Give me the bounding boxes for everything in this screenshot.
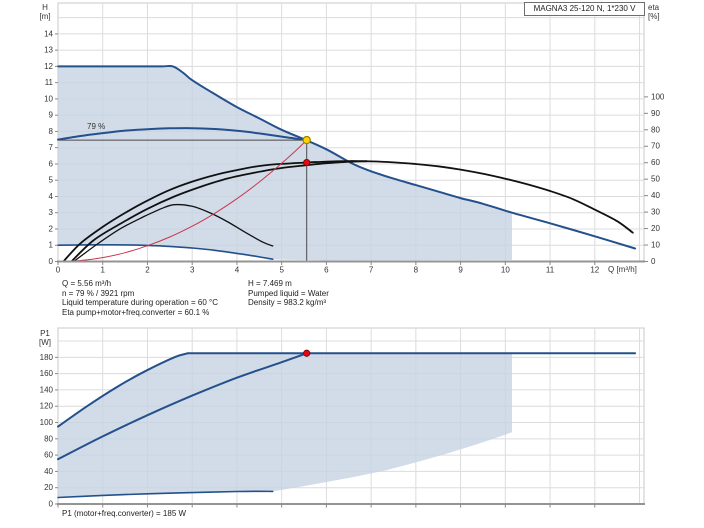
y-tick-label: 140 <box>40 385 54 394</box>
info-pumped-liquid: Pumped liquid = Water <box>248 288 329 298</box>
x-tick-label: 11 <box>546 266 555 275</box>
eta-pump-curve <box>70 160 368 263</box>
max-speed-curve <box>57 64 637 250</box>
info-density: Density = 983.2 kg/m³ <box>248 298 327 308</box>
max-power-curve <box>57 352 189 428</box>
y-tick-label: 120 <box>40 402 54 411</box>
eta-tick-label: 40 <box>651 191 660 200</box>
info-speed: n = 79 % / 3921 rpm <box>62 288 135 298</box>
eta-tick-label: 50 <box>651 175 660 184</box>
efficiency-point[interactable] <box>303 158 311 167</box>
y-tick-label: 13 <box>44 46 53 55</box>
duty-info-right: H = 7.469 m Pumped liquid = Water Densit… <box>248 279 329 308</box>
y-tick-label: 6 <box>49 159 54 168</box>
y-tick-label: 180 <box>40 353 54 362</box>
speed-curve-79pct <box>57 127 308 142</box>
h-axis-label: H [m] <box>39 3 51 21</box>
power-envelope-fill <box>58 353 512 498</box>
system-curve <box>57 139 308 262</box>
y-tick-label: 0 <box>49 500 54 509</box>
eta-tick-label: 60 <box>651 158 660 167</box>
y-tick-label: 80 <box>44 434 53 443</box>
p1-axis-label: P1 [W] <box>39 329 51 347</box>
y-tick-label: 10 <box>44 94 53 103</box>
y-tick-label: 7 <box>49 143 54 152</box>
x-tick-label: 2 <box>145 266 150 275</box>
x-tick-label: 5 <box>279 266 284 275</box>
eta-reduced-speed-curve <box>73 203 274 263</box>
eta-tick-label: 70 <box>651 142 660 151</box>
eta-axis-label: eta [%] <box>648 3 660 21</box>
x-tick-label: 12 <box>590 266 599 275</box>
info-eta-total: Eta pump+motor+freq.converter = 60.1 % <box>62 308 210 318</box>
y-tick-label: 60 <box>44 451 53 460</box>
operating-power-curve <box>57 352 308 461</box>
eta-tick-label: 10 <box>651 241 660 250</box>
p1-info-label: P1 (motor+freq.converter) = 185 W <box>62 509 187 518</box>
x-tick-label: 10 <box>501 266 510 275</box>
speed-percentage-label: 79 % <box>87 122 106 131</box>
x-tick-label: 1 <box>101 266 106 275</box>
y-tick-label: 160 <box>40 369 54 378</box>
eta-tick-label: 100 <box>651 92 665 101</box>
y-tick-label: 11 <box>45 78 54 87</box>
x-tick-label: 9 <box>458 266 463 275</box>
eta-tick-label: 90 <box>651 109 660 118</box>
duty-info-left: Q = 5.56 m³/h n = 79 % / 3921 rpm Liquid… <box>62 279 218 318</box>
power-flow-chart: 0 20 40 60 80 100 120 140 160 180 <box>40 327 645 509</box>
eta-tick-label: 0 <box>651 257 656 266</box>
y-tick-label: 1 <box>49 241 54 250</box>
y-tick-label: 2 <box>49 224 54 233</box>
y-tick-label: 9 <box>49 111 54 120</box>
x-tick-label: 7 <box>369 266 374 275</box>
eta-tick-label: 20 <box>651 224 660 233</box>
y-tick-label: 8 <box>49 127 54 136</box>
info-head: H = 7.469 m <box>248 279 292 288</box>
y-tick-label: 3 <box>49 208 54 217</box>
pump-type-label: MAGNA3 25-120 N, 1*230 V <box>524 2 645 16</box>
info-liquid-temp: Liquid temperature during operation = 60… <box>62 298 218 308</box>
x-tick-label: 4 <box>235 266 240 275</box>
y-tick-label: 14 <box>44 29 53 38</box>
x-tick-label: 0 <box>56 266 61 275</box>
y-tick-label: 4 <box>49 192 54 201</box>
y-tick-label: 5 <box>49 176 54 185</box>
x-tick-label: 8 <box>414 266 419 275</box>
power-point[interactable] <box>303 349 311 357</box>
y-tick-label: 100 <box>40 418 54 427</box>
duty-point[interactable] <box>302 135 311 145</box>
min-power-curve <box>57 490 274 499</box>
info-flow: Q = 5.56 m³/h <box>62 279 112 288</box>
y-tick-label: 0 <box>49 257 54 266</box>
x-tick-label: 6 <box>324 266 329 275</box>
head-flow-chart: 0 1 2 3 4 5 6 7 8 9 10 11 12012345678910111213140102… <box>44 2 665 275</box>
y-tick-label: 12 <box>44 62 53 71</box>
x-tick-label: 3 <box>190 266 195 275</box>
eta-tick-label: 80 <box>651 125 660 134</box>
y-tick-label: 40 <box>44 467 53 476</box>
q-axis-label: Q [m³/h] <box>608 265 637 274</box>
eta-tick-label: 30 <box>651 208 660 217</box>
y-tick-label: 20 <box>44 483 53 492</box>
